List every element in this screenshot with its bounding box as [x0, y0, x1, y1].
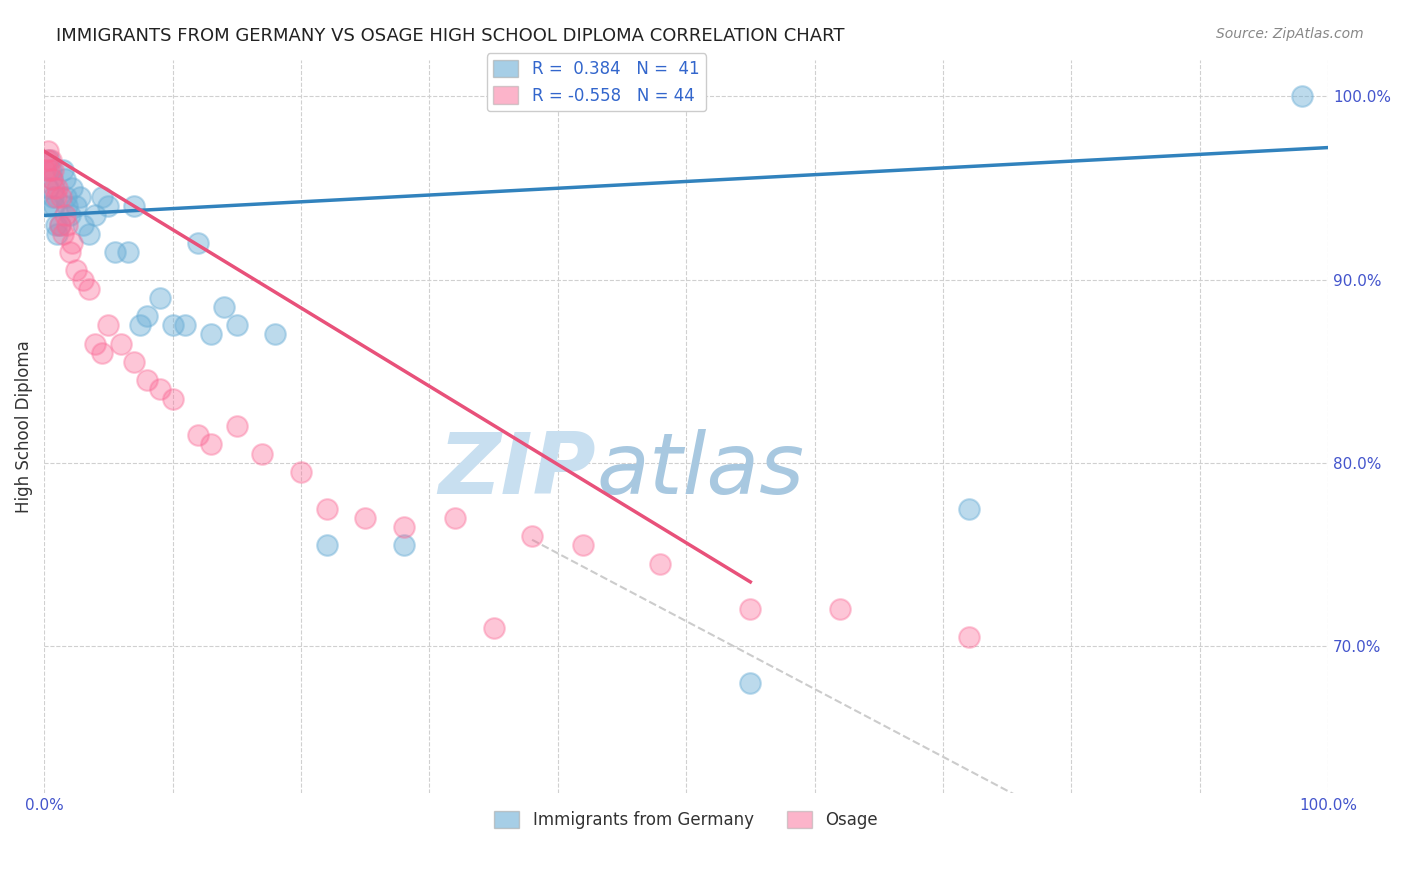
Point — [42, 190, 65, 204]
Text: Source: ZipAtlas.com: Source: ZipAtlas.com — [1216, 27, 1364, 41]
Point — [84, 336, 107, 351]
Point — [60, 235, 83, 250]
Point — [315, 538, 337, 552]
Point — [38, 153, 60, 168]
Point — [162, 318, 184, 333]
Point — [59, 208, 82, 222]
Y-axis label: High School Diploma: High School Diploma — [15, 340, 32, 513]
Point — [38, 162, 60, 177]
Point — [72, 218, 94, 232]
Point — [354, 510, 377, 524]
Point — [572, 538, 595, 552]
Point — [42, 162, 65, 177]
Point — [135, 309, 157, 323]
Point — [65, 263, 87, 277]
Point — [45, 218, 67, 232]
Point — [264, 327, 287, 342]
Point — [56, 218, 79, 232]
Point — [44, 181, 66, 195]
Point — [49, 190, 72, 204]
Point — [392, 520, 415, 534]
Point — [48, 218, 70, 232]
Point — [200, 437, 222, 451]
Point — [122, 199, 145, 213]
Point — [37, 145, 59, 159]
Point — [60, 181, 83, 195]
Point — [46, 181, 69, 195]
Point — [77, 227, 100, 241]
Point — [315, 501, 337, 516]
Point — [830, 602, 852, 616]
Point — [53, 208, 76, 222]
Point — [52, 227, 75, 241]
Point — [392, 538, 415, 552]
Point — [520, 529, 543, 543]
Point — [104, 245, 127, 260]
Text: IMMIGRANTS FROM GERMANY VS OSAGE HIGH SCHOOL DIPLOMA CORRELATION CHART: IMMIGRANTS FROM GERMANY VS OSAGE HIGH SC… — [56, 27, 845, 45]
Point — [48, 218, 70, 232]
Point — [957, 501, 980, 516]
Point — [129, 318, 152, 333]
Point — [90, 346, 112, 360]
Point — [52, 162, 75, 177]
Point — [135, 373, 157, 387]
Point — [122, 355, 145, 369]
Point — [56, 199, 79, 213]
Point — [117, 245, 139, 260]
Point — [957, 630, 980, 644]
Point — [39, 162, 62, 177]
Point — [212, 300, 235, 314]
Point — [252, 447, 274, 461]
Point — [482, 621, 505, 635]
Point — [740, 675, 762, 690]
Point — [53, 171, 76, 186]
Point — [187, 428, 209, 442]
Point — [44, 199, 66, 213]
Point — [59, 245, 82, 260]
Point — [37, 181, 59, 195]
Point — [45, 190, 67, 204]
Point — [1291, 89, 1313, 103]
Point — [90, 190, 112, 204]
Point — [35, 153, 58, 168]
Point — [84, 208, 107, 222]
Point — [187, 235, 209, 250]
Point — [225, 419, 247, 434]
Point — [72, 272, 94, 286]
Point — [174, 318, 197, 333]
Point — [740, 602, 762, 616]
Point — [39, 153, 62, 168]
Legend: Immigrants from Germany, Osage: Immigrants from Germany, Osage — [488, 804, 884, 836]
Point — [41, 171, 63, 186]
Point — [97, 199, 120, 213]
Point — [55, 190, 77, 204]
Text: ZIP: ZIP — [439, 429, 596, 512]
Point — [41, 171, 63, 186]
Text: atlas: atlas — [596, 429, 804, 512]
Point — [149, 383, 172, 397]
Point — [225, 318, 247, 333]
Point — [46, 227, 69, 241]
Point — [444, 510, 467, 524]
Point — [162, 392, 184, 406]
Point — [65, 199, 87, 213]
Point — [200, 327, 222, 342]
Point — [34, 162, 56, 177]
Point — [97, 318, 120, 333]
Point — [290, 465, 312, 479]
Point — [77, 282, 100, 296]
Point — [35, 199, 58, 213]
Point — [650, 557, 672, 571]
Point — [149, 291, 172, 305]
Point — [110, 336, 132, 351]
Point — [69, 190, 91, 204]
